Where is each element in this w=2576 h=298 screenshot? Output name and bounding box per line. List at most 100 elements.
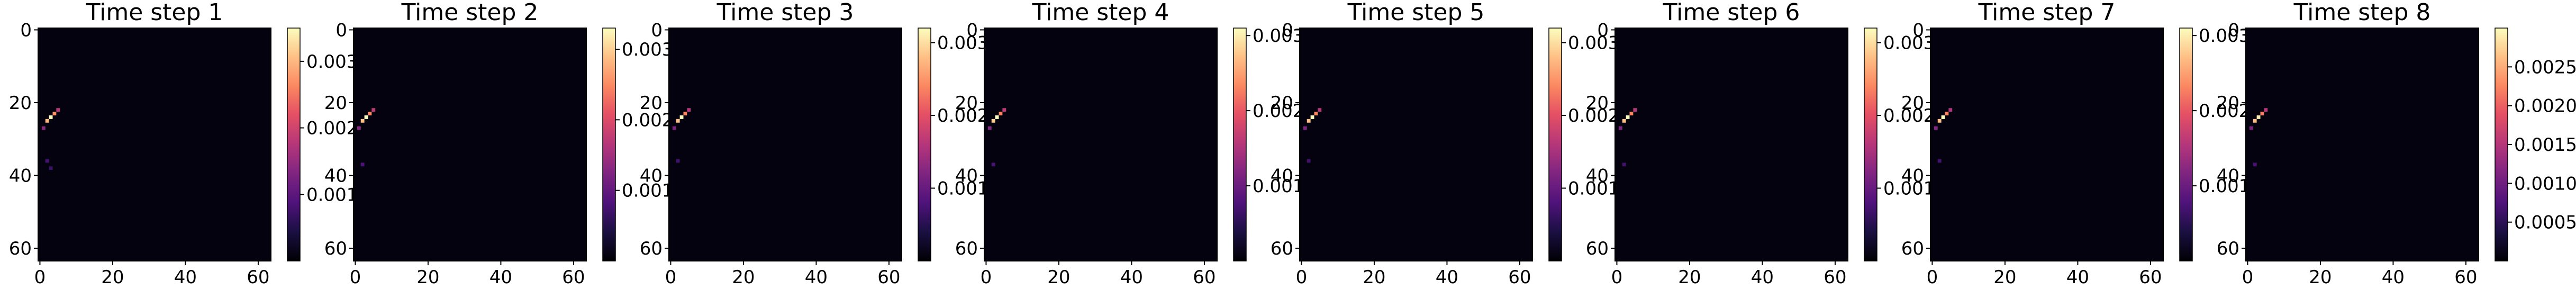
colorbar-tick-label: 0.0015 <box>2514 134 2576 156</box>
colorbar-tick-label: 0.003 <box>306 51 358 73</box>
x-tick-label: 40 <box>805 267 828 288</box>
y-tick-label: 40 <box>1901 165 1924 186</box>
heatmap-cell <box>49 115 53 119</box>
panel-title: Time step 8 <box>2293 0 2431 26</box>
panel-title: Time step 1 <box>86 0 223 26</box>
heatmap-cell <box>360 162 365 167</box>
axes-frame <box>984 28 1218 261</box>
colorbar <box>287 28 301 261</box>
y-tick-label: 40 <box>324 165 347 186</box>
colorbar <box>1864 28 1877 261</box>
y-tick-label: 20 <box>640 93 663 114</box>
y-tick-label: 0 <box>20 20 32 41</box>
colorbar-tick-label: 0.0020 <box>2514 96 2576 117</box>
colorbar-tick-label: 0.0025 <box>2514 57 2576 78</box>
heatmap-cell <box>1934 126 1938 130</box>
x-tick-label: 60 <box>877 267 900 288</box>
x-tick-label: 20 <box>1678 267 1701 288</box>
x-tick-label: 40 <box>2382 267 2405 288</box>
heatmap-cell <box>1303 126 1307 130</box>
x-tick-label: 60 <box>247 267 269 288</box>
colorbar-tick-label: 0.002 <box>937 105 988 127</box>
heatmap-cell <box>1622 119 1626 123</box>
x-tick-label: 20 <box>732 267 755 288</box>
axes-frame <box>38 28 271 261</box>
y-tick-label: 20 <box>1901 93 1924 114</box>
colorbar-tick-label: 0.001 <box>1883 178 1935 200</box>
x-tick-label: 0 <box>34 267 46 288</box>
x-tick-label: 0 <box>1611 267 1623 288</box>
colorbar-tick-label: 0.001 <box>1568 178 1619 200</box>
colorbar-tick-label: 0.002 <box>1253 101 1304 122</box>
heatmap-cell <box>1307 159 1311 163</box>
x-tick-label: 40 <box>489 267 512 288</box>
x-tick-label: 0 <box>1296 267 1308 288</box>
heatmap-cell <box>2249 126 2253 130</box>
y-tick-label: 60 <box>955 238 978 259</box>
axes-frame <box>668 28 902 261</box>
panel-title: Time step 6 <box>1663 0 1800 26</box>
colorbar <box>602 28 616 261</box>
y-tick-label: 40 <box>2217 165 2239 186</box>
heatmap-cell <box>1002 108 1006 112</box>
heatmap-area <box>353 28 586 261</box>
y-tick-label: 0 <box>1912 20 1924 41</box>
colorbar-tick-label: 0.0005 <box>2514 212 2576 233</box>
colorbar-tick-label: 0.001 <box>2199 176 2250 197</box>
panel-title: Time step 5 <box>1347 0 1485 26</box>
heatmap-area <box>669 28 902 261</box>
y-tick-label: 0 <box>335 20 347 41</box>
heatmap-cell <box>357 126 361 130</box>
x-tick-label: 60 <box>1824 267 1846 288</box>
heatmap-cell <box>672 126 676 130</box>
x-tick-label: 60 <box>1193 267 1216 288</box>
x-tick-label: 0 <box>350 267 361 288</box>
heatmap-cell <box>999 112 1003 115</box>
heatmap-area <box>2246 28 2479 261</box>
colorbar-tick-label: 0.001 <box>1253 176 1304 197</box>
heatmap-cell <box>991 119 995 123</box>
heatmap-cell <box>2253 119 2257 123</box>
heatmap-cell <box>683 112 687 115</box>
y-tick-label: 60 <box>324 238 347 259</box>
panel-title: Time step 3 <box>716 0 854 26</box>
colorbar-tick-label: 0.003 <box>1883 33 1935 54</box>
heatmap-cell <box>364 115 368 119</box>
y-tick-label: 0 <box>651 20 663 41</box>
heatmap-cell <box>1626 115 1630 119</box>
x-tick-label: 0 <box>1927 267 1938 288</box>
heatmap-cell <box>991 162 995 167</box>
heatmap-cell <box>1629 112 1634 115</box>
colorbar <box>1548 28 1562 261</box>
colorbar-tick-label: 0.002 <box>2199 101 2250 122</box>
y-tick-label: 60 <box>1586 238 1609 259</box>
axes-frame <box>1930 28 2164 261</box>
heatmap-cell <box>676 119 680 123</box>
colorbar-tick-label: 0.002 <box>1883 105 1935 127</box>
heatmap-cell <box>56 108 60 112</box>
colorbar-tick-label: 0.001 <box>306 184 358 205</box>
heatmap-cell <box>2253 162 2257 167</box>
x-tick-label: 20 <box>1363 267 1385 288</box>
heatmap-cell <box>1622 162 1626 167</box>
y-tick-label: 20 <box>9 93 32 114</box>
heatmap-cell <box>1948 108 1953 112</box>
x-tick-label: 60 <box>562 267 585 288</box>
heatmap-cell <box>679 115 684 119</box>
colorbar-tick-label: 0.002 <box>306 118 358 139</box>
colorbar-tick-label: 0.003 <box>622 39 673 60</box>
heatmap-cell <box>995 115 999 119</box>
heatmap-area <box>984 28 1217 261</box>
colorbar-tick-label: 0.001 <box>937 178 988 200</box>
heatmap-cell <box>2260 112 2264 115</box>
x-tick-label: 40 <box>1751 267 1774 288</box>
x-tick-label: 60 <box>2139 267 2162 288</box>
y-tick-label: 40 <box>955 165 978 186</box>
colorbar <box>918 28 931 261</box>
